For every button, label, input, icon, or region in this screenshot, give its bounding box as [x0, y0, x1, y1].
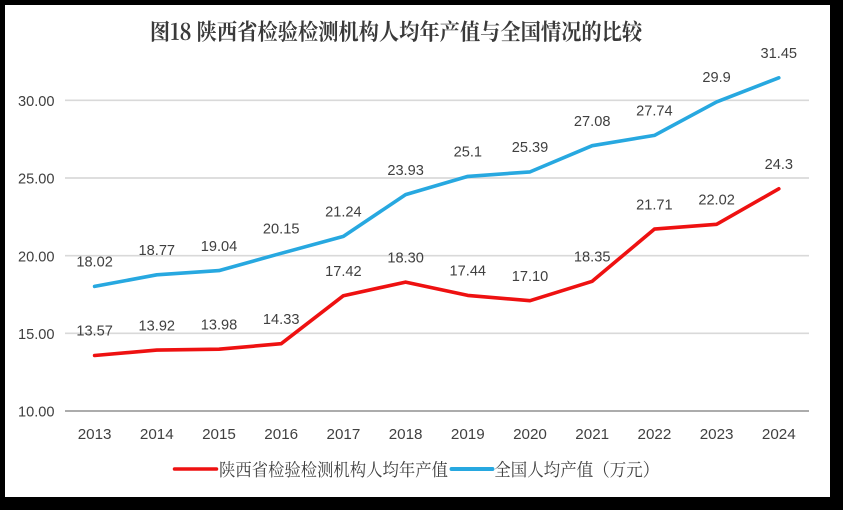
svg-text:30.00: 30.00 [18, 94, 55, 110]
svg-text:10.00: 10.00 [18, 405, 55, 421]
svg-text:2022: 2022 [638, 426, 672, 443]
svg-text:14.33: 14.33 [263, 312, 300, 328]
svg-text:2020: 2020 [513, 426, 547, 443]
svg-text:20.15: 20.15 [263, 222, 300, 238]
svg-text:17.42: 17.42 [325, 264, 362, 280]
svg-text:18.35: 18.35 [574, 250, 611, 266]
svg-text:21.24: 21.24 [325, 205, 362, 221]
svg-text:2014: 2014 [140, 426, 174, 443]
svg-text:18.02: 18.02 [76, 255, 113, 271]
svg-text:17.44: 17.44 [450, 264, 487, 280]
svg-text:24.3: 24.3 [765, 157, 793, 173]
svg-text:23.93: 23.93 [387, 163, 424, 179]
svg-text:27.74: 27.74 [636, 104, 673, 120]
svg-text:13.98: 13.98 [201, 317, 238, 333]
svg-text:20.00: 20.00 [18, 249, 55, 265]
svg-text:2013: 2013 [78, 426, 112, 443]
svg-text:2017: 2017 [327, 426, 361, 443]
svg-text:25.39: 25.39 [512, 140, 549, 156]
svg-text:27.08: 27.08 [574, 114, 611, 130]
svg-text:19.04: 19.04 [201, 239, 238, 255]
svg-text:2024: 2024 [762, 426, 796, 443]
svg-text:13.57: 13.57 [76, 324, 113, 340]
svg-text:2021: 2021 [575, 426, 609, 443]
svg-text:2023: 2023 [700, 426, 734, 443]
svg-text:31.45: 31.45 [761, 46, 798, 62]
svg-text:25.1: 25.1 [454, 145, 482, 161]
svg-text:18.30: 18.30 [387, 250, 424, 266]
svg-text:2015: 2015 [202, 426, 236, 443]
svg-text:2019: 2019 [451, 426, 485, 443]
svg-text:21.71: 21.71 [636, 197, 673, 213]
svg-text:29.9: 29.9 [702, 70, 730, 86]
svg-text:15.00: 15.00 [18, 327, 55, 343]
svg-text:25.00: 25.00 [18, 172, 55, 188]
svg-text:17.10: 17.10 [512, 269, 549, 285]
svg-text:2016: 2016 [264, 426, 298, 443]
svg-text:18.77: 18.77 [139, 243, 176, 259]
svg-text:22.02: 22.02 [698, 193, 735, 209]
svg-text:2018: 2018 [389, 426, 423, 443]
svg-text:13.92: 13.92 [139, 318, 176, 334]
